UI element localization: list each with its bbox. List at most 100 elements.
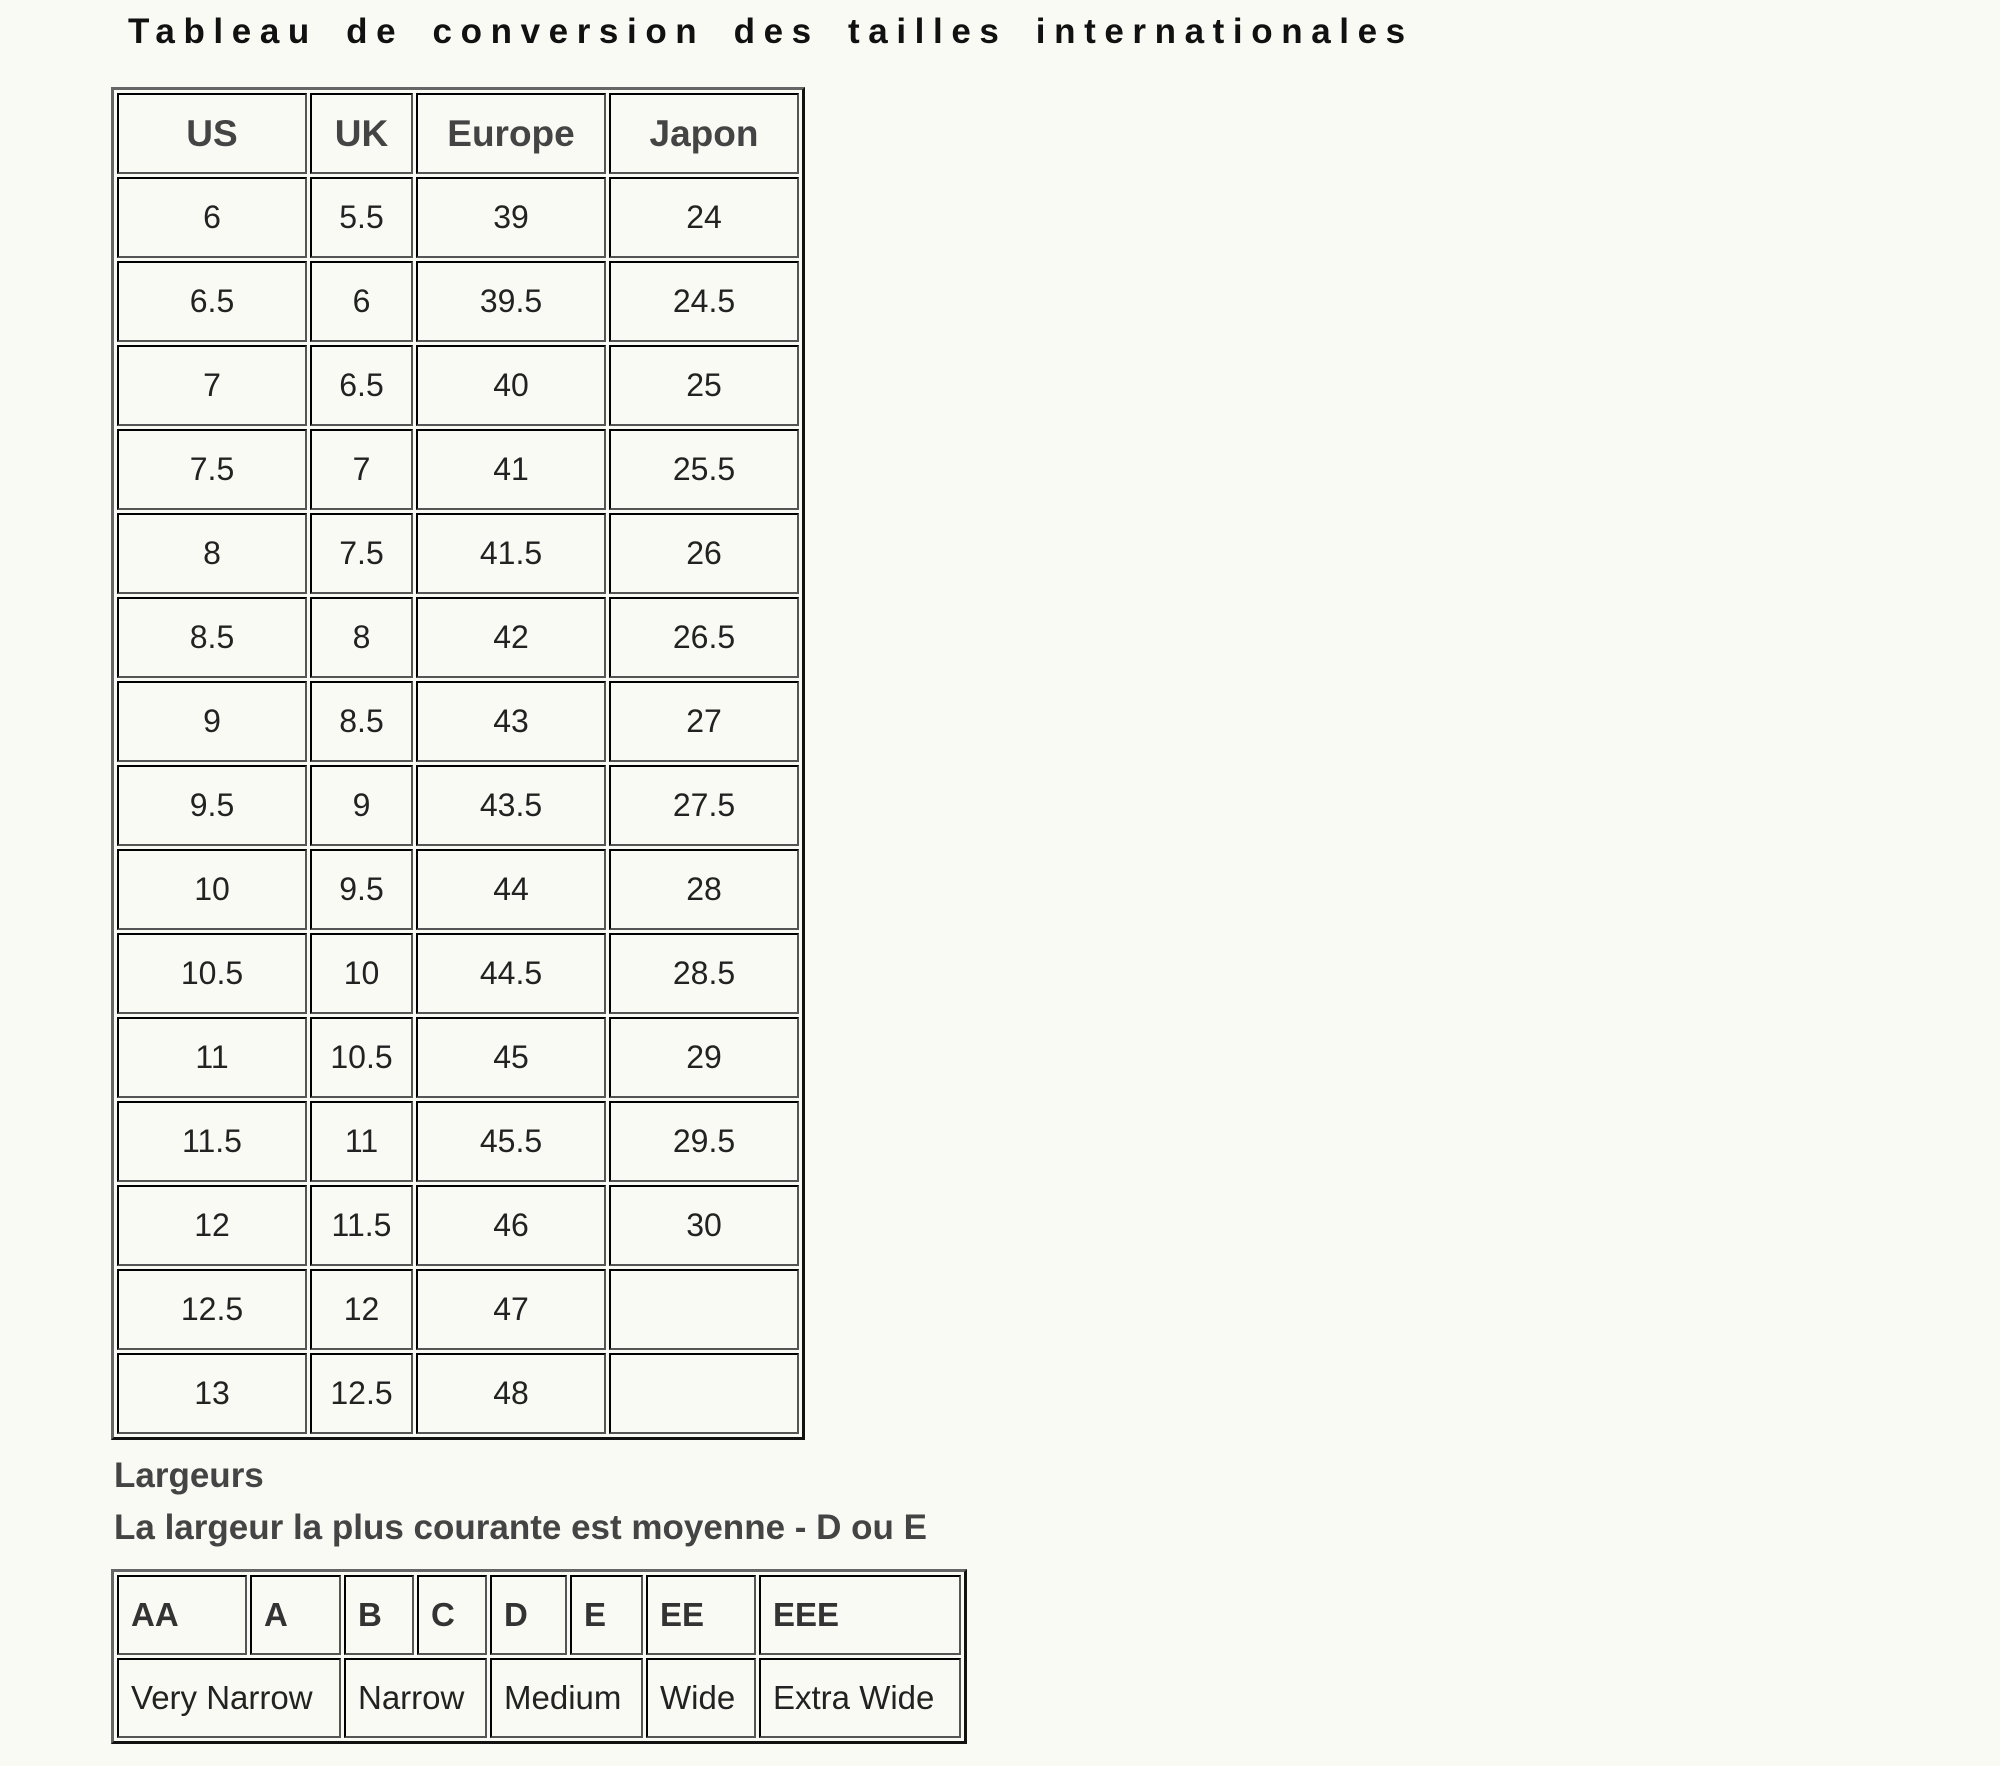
table-cell: 6 — [117, 177, 307, 258]
table-row: 11.5 11 45.5 29.5 — [117, 1101, 799, 1182]
table-cell: 8 — [310, 597, 413, 678]
table-cell: 7 — [117, 345, 307, 426]
header-japon: Japon — [609, 93, 799, 174]
table-cell: 11.5 — [117, 1101, 307, 1182]
table-cell: 28 — [609, 849, 799, 930]
table-cell — [609, 1353, 799, 1434]
table-cell: 48 — [416, 1353, 606, 1434]
table-cell: 9 — [117, 681, 307, 762]
table-cell: 27.5 — [609, 765, 799, 846]
table-cell: 8.5 — [117, 597, 307, 678]
table-cell: 10 — [310, 933, 413, 1014]
table-cell: 9.5 — [117, 765, 307, 846]
table-cell: 11 — [117, 1017, 307, 1098]
table-cell: 12 — [117, 1185, 307, 1266]
table-cell: 24 — [609, 177, 799, 258]
width-label: Very Narrow — [117, 1658, 341, 1738]
table-row: 10.5 10 44.5 28.5 — [117, 933, 799, 1014]
table-cell: 29 — [609, 1017, 799, 1098]
table-row: 9.5 9 43.5 27.5 — [117, 765, 799, 846]
table-cell: 30 — [609, 1185, 799, 1266]
table-cell: 6 — [310, 261, 413, 342]
table-row: 7 6.5 40 25 — [117, 345, 799, 426]
table-row: 13 12.5 48 — [117, 1353, 799, 1434]
table-cell: 47 — [416, 1269, 606, 1350]
table-row: 8.5 8 42 26.5 — [117, 597, 799, 678]
table-cell: 5.5 — [310, 177, 413, 258]
table-cell: 11.5 — [310, 1185, 413, 1266]
table-cell: 9 — [310, 765, 413, 846]
width-letter: A — [250, 1575, 341, 1655]
width-letter: EEE — [759, 1575, 961, 1655]
width-letter: C — [417, 1575, 487, 1655]
width-label: Wide — [646, 1658, 756, 1738]
table-cell: 43.5 — [416, 765, 606, 846]
width-label: Medium — [490, 1658, 643, 1738]
size-conversion-table: US UK Europe Japon 6 5.5 39 24 6.5 6 39.5 24.5 7… — [111, 87, 805, 1440]
width-letter: B — [344, 1575, 414, 1655]
table-row: 7.5 7 41 25.5 — [117, 429, 799, 510]
table-cell: 40 — [416, 345, 606, 426]
table-row: 9 8.5 43 27 — [117, 681, 799, 762]
table-cell: 45 — [416, 1017, 606, 1098]
table-cell: 12.5 — [310, 1353, 413, 1434]
table-cell: 13 — [117, 1353, 307, 1434]
width-letter: EE — [646, 1575, 756, 1655]
table-cell: 44.5 — [416, 933, 606, 1014]
table-cell: 24.5 — [609, 261, 799, 342]
table-row: 12 11.5 46 30 — [117, 1185, 799, 1266]
table-cell: 43 — [416, 681, 606, 762]
table-cell: 39 — [416, 177, 606, 258]
width-letter: D — [490, 1575, 567, 1655]
table-cell: 29.5 — [609, 1101, 799, 1182]
table-cell: 39.5 — [416, 261, 606, 342]
table-cell: 12.5 — [117, 1269, 307, 1350]
table-cell: 46 — [416, 1185, 606, 1266]
width-letter: AA — [117, 1575, 247, 1655]
table-cell: 8.5 — [310, 681, 413, 762]
table-cell: 26.5 — [609, 597, 799, 678]
table-row: 12.5 12 47 — [117, 1269, 799, 1350]
table-cell: 6.5 — [117, 261, 307, 342]
width-label: Extra Wide — [759, 1658, 961, 1738]
width-table: AA A B C D E EE EEE Very Narrow Narrow M… — [111, 1569, 967, 1744]
table-cell: 27 — [609, 681, 799, 762]
table-row: 11 10.5 45 29 — [117, 1017, 799, 1098]
table-cell: 45.5 — [416, 1101, 606, 1182]
table-cell: 8 — [117, 513, 307, 594]
width-labels-row: Very Narrow Narrow Medium Wide Extra Wid… — [117, 1658, 961, 1738]
table-cell: 6.5 — [310, 345, 413, 426]
table-cell: 7 — [310, 429, 413, 510]
table-row: 8 7.5 41.5 26 — [117, 513, 799, 594]
table-cell: 10 — [117, 849, 307, 930]
width-label: Narrow — [344, 1658, 487, 1738]
header-uk: UK — [310, 93, 413, 174]
width-letter: E — [570, 1575, 643, 1655]
table-cell: 11 — [310, 1101, 413, 1182]
table-cell: 7.5 — [310, 513, 413, 594]
table-cell: 25.5 — [609, 429, 799, 510]
table-row: 6.5 6 39.5 24.5 — [117, 261, 799, 342]
table-cell: 41 — [416, 429, 606, 510]
table-row: 10 9.5 44 28 — [117, 849, 799, 930]
table-cell: 41.5 — [416, 513, 606, 594]
table-cell: 10.5 — [117, 933, 307, 1014]
table-cell: 7.5 — [117, 429, 307, 510]
table-cell: 12 — [310, 1269, 413, 1350]
table-cell: 44 — [416, 849, 606, 930]
table-row: 6 5.5 39 24 — [117, 177, 799, 258]
widths-heading: Largeurs — [114, 1456, 264, 1495]
table-cell: 10.5 — [310, 1017, 413, 1098]
page-title: Tableau de conversion des tailles intern… — [128, 12, 1414, 51]
widths-note: La largeur la plus courante est moyenne … — [114, 1508, 927, 1547]
table-cell: 28.5 — [609, 933, 799, 1014]
table-cell: 26 — [609, 513, 799, 594]
width-letters-row: AA A B C D E EE EEE — [117, 1575, 961, 1655]
table-header-row: US UK Europe Japon — [117, 93, 799, 174]
table-cell — [609, 1269, 799, 1350]
table-cell: 9.5 — [310, 849, 413, 930]
header-europe: Europe — [416, 93, 606, 174]
table-cell: 42 — [416, 597, 606, 678]
header-us: US — [117, 93, 307, 174]
table-cell: 25 — [609, 345, 799, 426]
